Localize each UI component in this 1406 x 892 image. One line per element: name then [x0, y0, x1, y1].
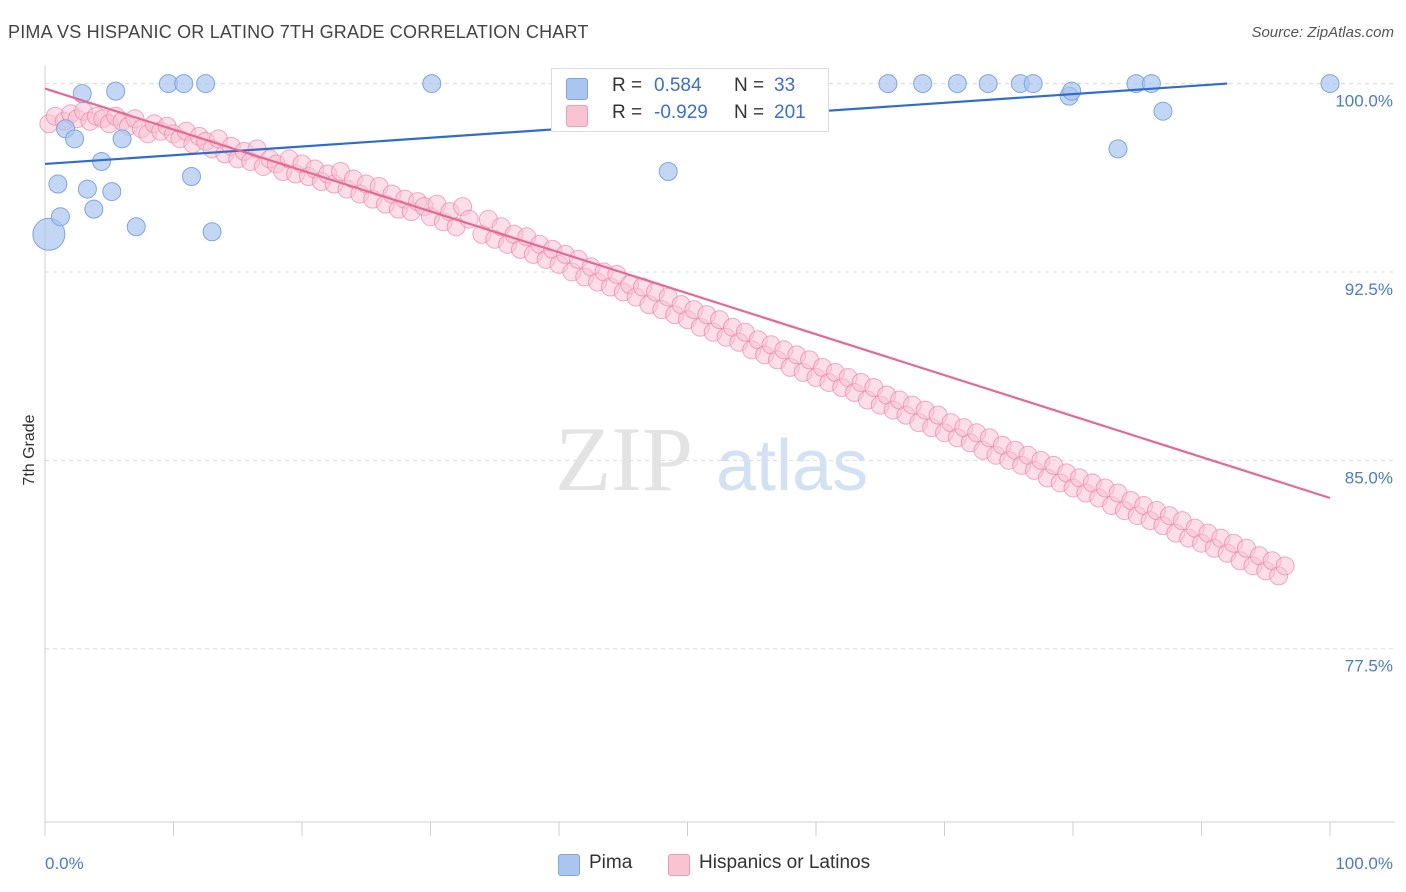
legend-swatch-hispanic — [566, 105, 588, 127]
tick-labels: 100.0% 92.5% 85.0% 77.5% 0.0% 100.0% 7th Grade — [21, 92, 1393, 873]
pima-point — [1320, 74, 1340, 94]
chart-source: Source: ZipAtlas.com — [1251, 24, 1394, 41]
pima-point — [978, 74, 998, 94]
r-value: -0.929 — [654, 102, 708, 123]
pima-point — [913, 74, 933, 94]
pima-point — [112, 129, 132, 149]
y-tick-label: 77.5% — [1345, 657, 1393, 676]
r-label: R = — [612, 75, 643, 96]
pima-points — [32, 74, 1340, 251]
x-tick-label-max: 100.0% — [1335, 854, 1393, 873]
stats-legend: R = 0.584 N = 33 R = -0.929 N = 201 — [551, 68, 829, 132]
pima-point — [947, 74, 967, 94]
watermark: ZIP atlas — [555, 408, 868, 510]
pima-point — [1108, 139, 1128, 159]
pima-point — [50, 207, 70, 227]
pima-point — [32, 217, 66, 251]
pima-point — [1153, 101, 1173, 121]
n-label: N = — [734, 75, 765, 96]
hispanic-trend-line — [44, 87, 1331, 500]
bottom-legend-swatch-pima — [558, 854, 580, 876]
n-label: N = — [734, 102, 765, 123]
pima-point — [77, 179, 97, 199]
y-tick-label: 92.5% — [1345, 280, 1393, 299]
pima-point — [1023, 74, 1043, 94]
pima-point — [196, 74, 216, 94]
pima-point — [84, 199, 104, 219]
legend-swatch-pima — [566, 78, 588, 100]
r-value: 0.584 — [654, 75, 702, 96]
pima-point — [181, 167, 201, 187]
pima-point — [65, 129, 85, 149]
pima-point — [174, 74, 194, 94]
n-value: 33 — [774, 75, 796, 96]
x-tick-label-min: 0.0% — [45, 854, 84, 873]
pima-point — [102, 182, 122, 202]
pima-point — [422, 74, 442, 94]
axes — [44, 66, 1395, 836]
bottom-legend-pima: Pima — [589, 852, 633, 873]
pima-point — [106, 81, 126, 101]
y-tick-label: 85.0% — [1345, 468, 1393, 487]
pima-point — [126, 217, 146, 237]
pima-point — [202, 222, 222, 242]
y-axis-label: 7th Grade — [21, 414, 38, 485]
watermark-zip: ZIP — [555, 408, 693, 510]
bottom-legend-hispanic: Hispanics or Latinos — [699, 852, 871, 873]
y-tick-label: 100.0% — [1335, 92, 1393, 111]
pima-point — [878, 74, 898, 94]
bottom-legend-swatch-hispanic — [668, 854, 690, 876]
hispanic-point — [1275, 556, 1295, 576]
pima-point — [48, 174, 68, 194]
watermark-atlas: atlas — [716, 426, 868, 506]
hispanic-point — [459, 209, 479, 229]
r-label: R = — [612, 102, 643, 123]
n-value: 201 — [774, 102, 806, 123]
pima-point — [658, 161, 678, 181]
pima-point — [1062, 81, 1082, 101]
chart-title: PIMA VS HISPANIC OR LATINO 7TH GRADE COR… — [8, 22, 589, 42]
